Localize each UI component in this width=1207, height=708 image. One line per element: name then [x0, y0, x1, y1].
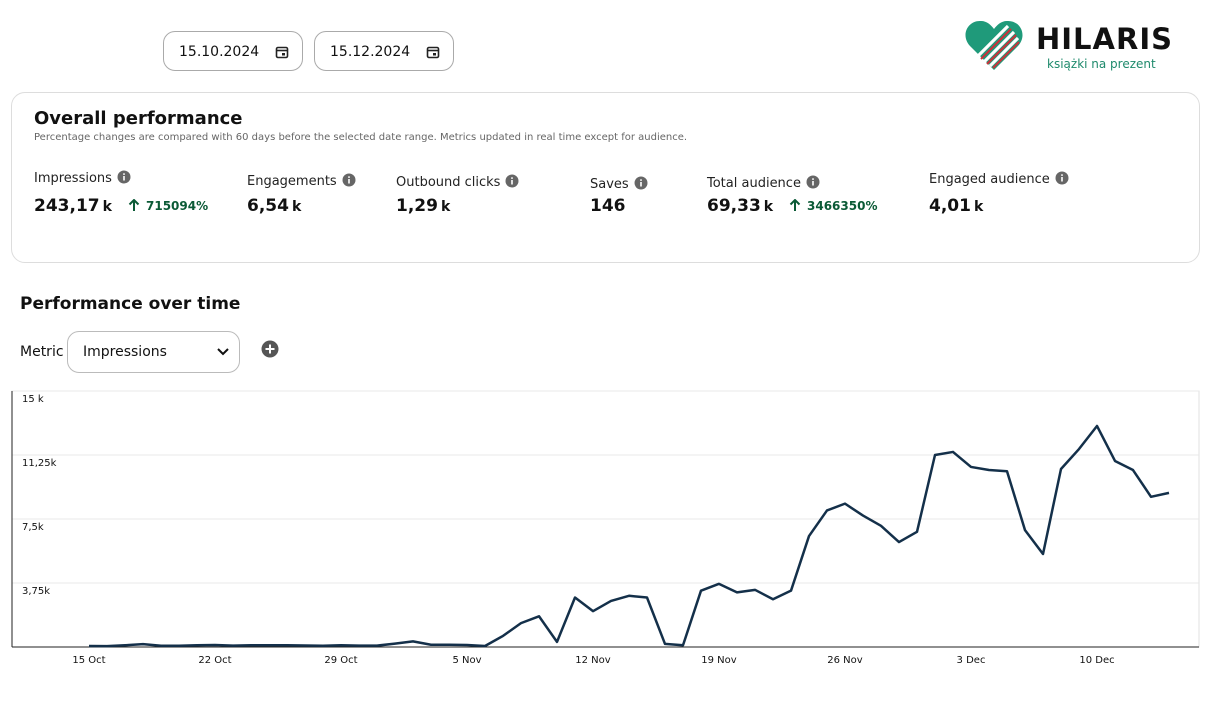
metric-label: Outbound clicks	[396, 174, 519, 190]
x-tick-label: 12 Nov	[575, 655, 611, 666]
x-tick-label: 10 Dec	[1079, 655, 1114, 666]
metric-number: 243,17	[34, 196, 100, 216]
metric-change-text: 3466350%	[807, 199, 878, 213]
metric-label: Total audience	[707, 175, 820, 191]
chart: 3,75k 7,5k 11,25k 15 k 15 Oct 22 Oct 29 Oct 5 N…	[11, 390, 1200, 666]
x-tick-label: 15 Oct	[72, 655, 105, 666]
logo-name: HILARIS	[1036, 22, 1173, 56]
metric-number: 6,54	[247, 196, 289, 216]
logo-tagline: książki na prezent	[1047, 57, 1156, 71]
metric-unit: k	[973, 199, 984, 215]
x-tick-label: 3 Dec	[957, 655, 986, 666]
x-tick-label: 29 Oct	[324, 655, 357, 666]
y-tick-label: 7,5k	[22, 522, 44, 533]
calendar-icon	[275, 46, 289, 59]
metric-value: 6,54 k	[247, 196, 301, 216]
metric-value: 1,29 k	[396, 196, 450, 216]
metric-unit: k	[291, 199, 302, 215]
metric-label: Impressions	[34, 170, 131, 186]
metric-value: 146	[590, 196, 626, 216]
info-icon[interactable]	[806, 175, 820, 189]
overall-title: Overall performance	[34, 108, 243, 129]
info-icon[interactable]	[634, 176, 648, 190]
metric-unit: k	[440, 199, 451, 215]
metric-change: 3466350%	[789, 198, 878, 213]
y-tick-label: 3,75k	[22, 586, 50, 597]
metric-select[interactable]: Impressions	[67, 331, 240, 373]
metric-label: Saves	[590, 176, 648, 192]
calendar-icon	[426, 46, 440, 59]
metric-unit: k	[102, 199, 112, 215]
metric-value: 4,01 k	[929, 196, 983, 216]
overall-subtitle: Percentage changes are compared with 60 …	[34, 132, 688, 143]
x-tick-label: 22 Oct	[198, 655, 231, 666]
end-date[interactable]: 15.12.2024	[314, 31, 454, 71]
metric-label: Engaged audience	[929, 171, 1069, 187]
metric-change-text: 715094%	[146, 199, 209, 213]
x-tick-label: 5 Nov	[452, 655, 481, 666]
end-date-text: 15.12.2024	[330, 44, 411, 60]
metric-number: 1,29	[396, 196, 438, 216]
info-icon[interactable]	[342, 173, 356, 187]
chevron	[217, 348, 229, 356]
metric-number: 4,01	[929, 196, 971, 216]
metric-change: 715094%	[128, 198, 209, 213]
logo-heart	[965, 20, 1023, 70]
metric-value: 243,17 k	[34, 196, 112, 216]
info-icon[interactable]	[117, 170, 131, 184]
up-arrow	[789, 198, 801, 211]
metric-select-text: Impressions	[83, 344, 167, 360]
y-tick-label: 11,25k	[22, 458, 57, 469]
info-icon[interactable]	[505, 174, 519, 188]
up-arrow	[128, 198, 140, 211]
start-date-text: 15.10.2024	[179, 44, 260, 60]
metric-label: Metric	[20, 344, 64, 360]
performance-title: Performance over time	[20, 294, 241, 314]
metric-number: 146	[590, 196, 626, 216]
metric-unit: k	[763, 199, 774, 215]
overall-card	[11, 92, 1200, 263]
x-tick-label: 19 Nov	[701, 655, 737, 666]
start-date[interactable]: 15.10.2024	[163, 31, 303, 71]
metric-value: 69,33 k	[707, 196, 773, 216]
add-metric[interactable]	[261, 340, 279, 358]
x-tick-label: 26 Nov	[827, 655, 863, 666]
line-series	[88, 424, 1170, 648]
metric-number: 69,33	[707, 196, 761, 216]
info-icon[interactable]	[1055, 171, 1069, 185]
y-tick-label: 15 k	[22, 394, 44, 405]
metric-label: Engagements	[247, 173, 356, 189]
